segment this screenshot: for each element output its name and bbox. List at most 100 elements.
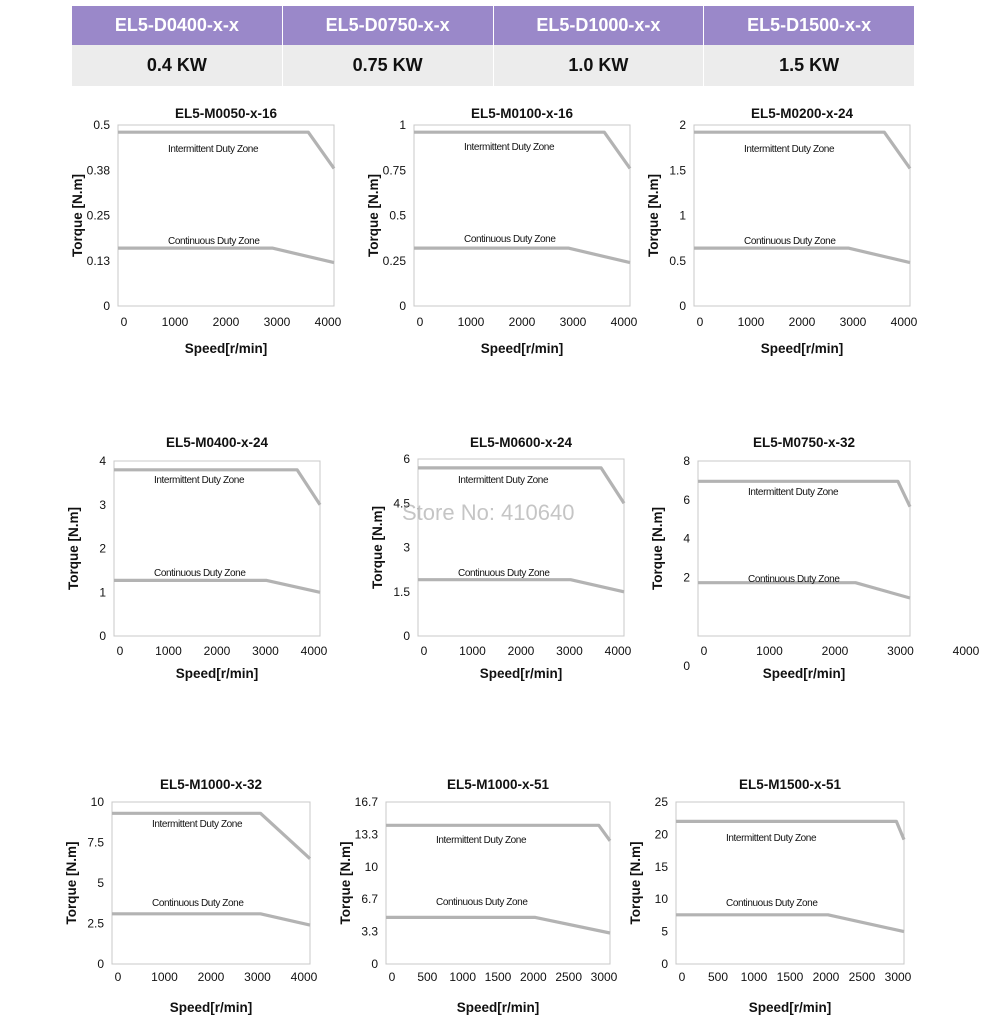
y-tick-label: 15 <box>655 860 669 874</box>
continuous-duty-curve <box>118 246 335 265</box>
y-tick-label: 2.5 <box>87 917 104 931</box>
x-tick-label: 4000 <box>891 315 918 329</box>
chart-el5-m0100-x-16: EL5-M0100-x-16 0 0.25 0.5 0.75 1 0 1000 2000 3000… <box>366 106 638 356</box>
intermittent-duty-label: Intermittent Duty Zone <box>726 833 817 844</box>
chart-title: EL5-M0100-x-16 <box>471 106 574 121</box>
x-tick-label: 0 <box>117 644 124 658</box>
y-tick-label: 16.7 <box>355 795 379 809</box>
x-tick-label: 3000 <box>591 970 618 984</box>
y-tick-label: 0.25 <box>87 209 111 223</box>
y-axis-label: Torque [N.m] <box>64 842 79 925</box>
intermittent-duty-curve <box>112 811 312 860</box>
y-tick-label: 6 <box>403 452 410 466</box>
continuous-duty-curve <box>112 912 311 927</box>
x-tick-label: 1000 <box>458 315 485 329</box>
x-tick-label: 3000 <box>887 644 914 658</box>
x-tick-label: 2000 <box>789 315 816 329</box>
y-tick-label: 1 <box>679 209 686 223</box>
x-tick-label: 0 <box>421 644 428 658</box>
y-tick-label: 0.5 <box>669 254 686 268</box>
chart-title: EL5-M1000-x-32 <box>160 777 262 792</box>
y-tick-label: 0.5 <box>93 118 110 132</box>
y-axis-label: Torque [N.m] <box>370 506 385 589</box>
x-tick-label: 1000 <box>449 970 476 984</box>
intermittent-duty-curve <box>118 130 336 170</box>
store-watermark: Store No: 410640 <box>402 500 575 525</box>
continuous-duty-curve <box>698 581 911 600</box>
continuous-duty-label: Continuous Duty Zone <box>154 568 246 579</box>
y-tick-label: 0 <box>399 299 406 313</box>
x-tick-label: 2500 <box>849 970 876 984</box>
x-tick-label: 4000 <box>605 644 632 658</box>
intermittent-duty-curve <box>698 479 912 508</box>
x-tick-label: 3000 <box>840 315 867 329</box>
power-rating-cell: 0.4 KW <box>72 45 283 86</box>
continuous-duty-curve <box>418 578 625 594</box>
x-tick-label: 500 <box>708 970 728 984</box>
continuous-duty-label: Continuous Duty Zone <box>168 236 260 247</box>
x-tick-label: 4000 <box>291 970 318 984</box>
plot-frame <box>693 124 911 307</box>
continuous-duty-label: Continuous Duty Zone <box>464 234 556 245</box>
x-axis-label: Speed[r/min] <box>761 341 844 356</box>
y-tick-label: 0 <box>371 957 378 971</box>
y-tick-label: 0.5 <box>389 209 406 223</box>
y-tick-label: 6.7 <box>361 892 378 906</box>
chart-el5-m0050-x-16: EL5-M0050-x-16 0 0.13 0.25 0.38 0.5 0 1000 2000 3… <box>70 106 342 356</box>
x-tick-label: 0 <box>115 970 122 984</box>
x-tick-label: 1000 <box>741 970 768 984</box>
chart-el5-m0400-x-24: EL5-M0400-x-24 0 1 2 3 4 0 1000 2000 3000 4000 Spee… <box>66 435 328 681</box>
intermittent-duty-curve <box>114 468 322 506</box>
continuous-duty-label: Continuous Duty Zone <box>748 574 840 585</box>
driver-model-row: EL5-D0400-x-x EL5-D0750-x-x EL5-D1000-x-… <box>72 6 914 45</box>
plot-frame <box>117 124 335 307</box>
chart-title: EL5-M0200-x-24 <box>751 106 854 121</box>
x-tick-label: 4000 <box>301 644 328 658</box>
intermittent-duty-label: Intermittent Duty Zone <box>154 475 245 486</box>
continuous-duty-label: Continuous Duty Zone <box>152 898 244 909</box>
y-tick-label: 4 <box>99 454 106 468</box>
x-tick-label: 500 <box>417 970 437 984</box>
x-tick-label: 3000 <box>264 315 291 329</box>
y-axis-label: Torque [N.m] <box>650 507 665 590</box>
x-tick-label: 2000 <box>520 970 547 984</box>
intermittent-duty-curve <box>676 819 906 841</box>
x-tick-label: 1500 <box>485 970 512 984</box>
power-rating-cell: 0.75 KW <box>283 45 494 86</box>
y-tick-label: 13.3 <box>355 827 379 841</box>
x-tick-label: 2000 <box>813 970 840 984</box>
intermittent-duty-label: Intermittent Duty Zone <box>744 144 835 155</box>
intermittent-duty-label: Intermittent Duty Zone <box>458 475 549 486</box>
x-tick-label: 2500 <box>555 970 582 984</box>
y-tick-label: 5 <box>661 925 668 939</box>
y-tick-label: 0.38 <box>87 163 111 177</box>
y-tick-label: 1 <box>99 585 106 599</box>
y-tick-label: 0.75 <box>383 163 407 177</box>
x-tick-label: 1000 <box>155 644 182 658</box>
y-tick-label: 1 <box>399 118 406 132</box>
chart-title: EL5-M1000-x-51 <box>447 777 550 792</box>
y-tick-label: 5 <box>97 876 104 890</box>
chart-el5-m1000-x-32: EL5-M1000-x-32 0 2.5 5 7.5 10 0 1000 2000 3000 400… <box>64 777 318 1015</box>
x-tick-label: 2000 <box>822 644 849 658</box>
y-axis-label: Torque [N.m] <box>66 507 81 590</box>
plot-frame <box>675 801 905 965</box>
plot-frame <box>417 458 625 637</box>
x-tick-label: 3000 <box>244 970 271 984</box>
intermittent-duty-label: Intermittent Duty Zone <box>436 835 527 846</box>
chart-title: EL5-M1500-x-51 <box>739 777 842 792</box>
power-rating-row: 0.4 KW 0.75 KW 1.0 KW 1.5 KW <box>72 45 914 86</box>
intermittent-duty-label: Intermittent Duty Zone <box>168 144 259 155</box>
y-tick-label: 25 <box>655 795 669 809</box>
continuous-duty-curve <box>114 578 321 594</box>
chart-el5-m1500-x-51: EL5-M1500-x-51 0 5 10 15 20 25 0 500 1000 1500 2000… <box>628 777 912 1015</box>
x-tick-label: 3000 <box>252 644 279 658</box>
intermittent-duty-label: Intermittent Duty Zone <box>152 819 243 830</box>
model-power-table: EL5-D0400-x-x EL5-D0750-x-x EL5-D1000-x-… <box>72 6 914 86</box>
driver-model-cell: EL5-D0750-x-x <box>283 6 494 45</box>
power-rating-cell: 1.0 KW <box>494 45 705 86</box>
chart-title: EL5-M0400-x-24 <box>166 435 269 450</box>
x-tick-label: 3000 <box>885 970 912 984</box>
x-tick-label: 0 <box>389 970 396 984</box>
